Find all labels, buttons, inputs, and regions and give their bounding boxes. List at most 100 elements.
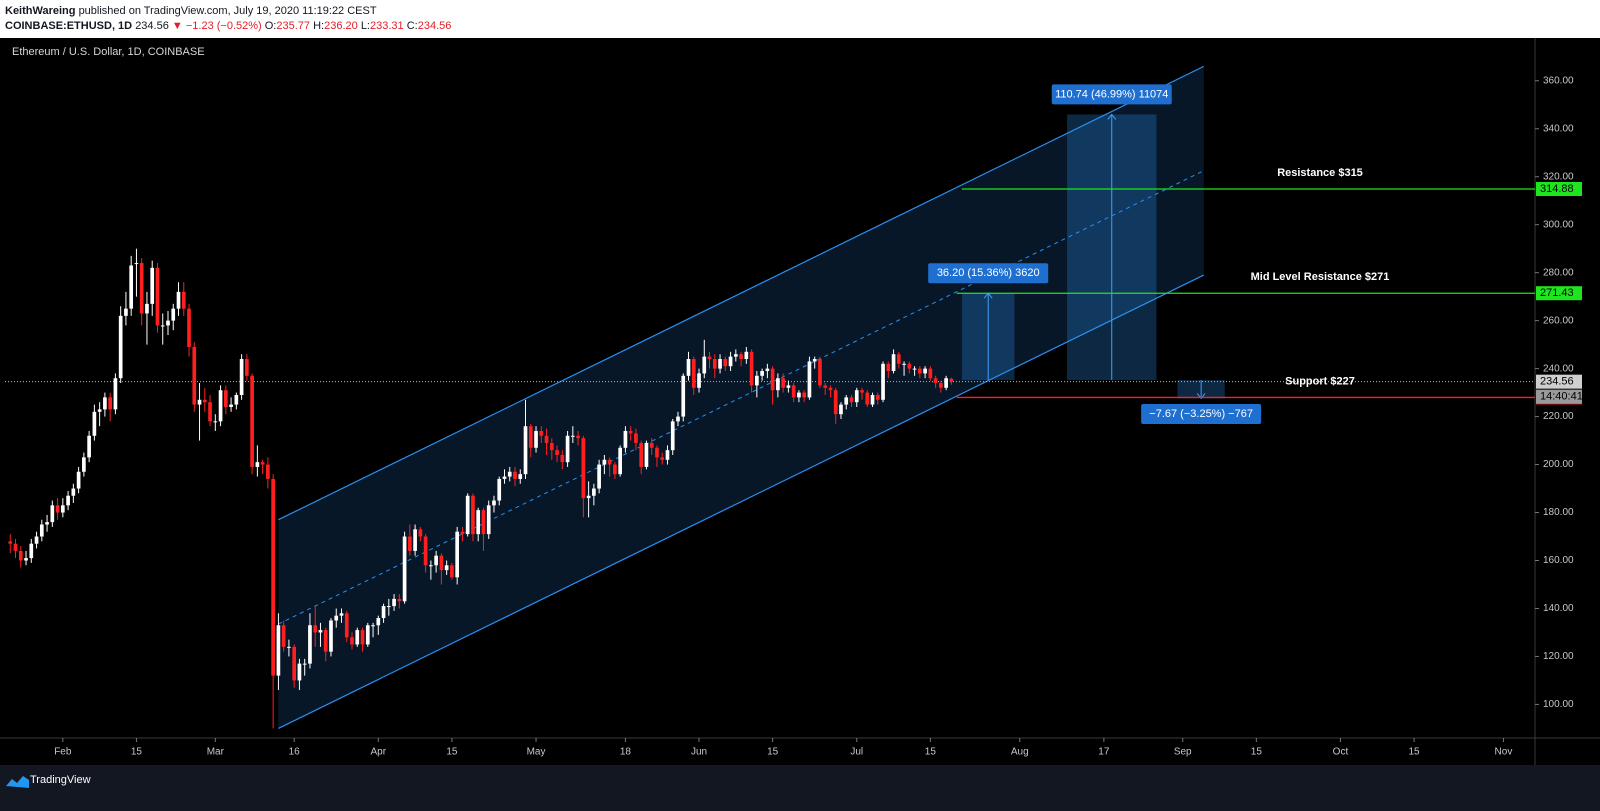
change: ▼ −1.23 (−0.52%)	[172, 20, 262, 32]
x-tick-label: Jul	[850, 747, 863, 758]
candle-body	[276, 625, 281, 676]
candle-body	[923, 368, 927, 374]
candle-body	[613, 464, 617, 475]
candle-body	[439, 555, 444, 571]
candle-body	[749, 351, 754, 386]
last-price-tag: 234.56	[1540, 376, 1574, 388]
l-value: 233.31	[370, 20, 404, 32]
candle-body	[949, 378, 954, 382]
h-value: 236.20	[324, 20, 358, 32]
candle-body	[187, 308, 191, 348]
candle-body	[13, 543, 18, 551]
l-label: L:	[361, 20, 370, 32]
candle-body	[313, 625, 318, 633]
candle-body	[939, 383, 943, 388]
candle-body	[150, 267, 155, 304]
candle-body	[139, 263, 144, 314]
candle-body	[576, 435, 580, 439]
candle-body	[744, 351, 749, 360]
brand: TradingView	[30, 774, 91, 786]
candle-body	[634, 433, 638, 443]
measure-label-bg	[1141, 404, 1262, 425]
candle-body	[886, 363, 891, 372]
candle-body	[718, 359, 722, 369]
candle-body	[896, 354, 901, 364]
candle-body	[160, 325, 165, 327]
candle-body	[29, 543, 34, 559]
measure-label: −7.67 (−3.25%) −767	[1149, 408, 1253, 420]
candle-body	[229, 404, 233, 407]
candle-body	[376, 618, 381, 626]
candle-body	[539, 430, 544, 436]
candle-body	[355, 630, 360, 645]
candle-body	[339, 613, 344, 616]
candle-body	[192, 347, 197, 405]
candle-body	[765, 368, 770, 372]
candle-body	[644, 442, 649, 467]
candle-body	[350, 637, 354, 645]
candle-body	[776, 378, 780, 391]
countdown-tag: 14:40:41	[1540, 391, 1583, 403]
candle-body	[392, 598, 396, 607]
candle-body	[723, 359, 728, 367]
candle-body	[24, 558, 28, 561]
measure-arrow-head	[1196, 393, 1206, 400]
x-tick-label: 15	[767, 747, 779, 758]
x-tick-label: Sep	[1174, 747, 1192, 758]
candle-body	[697, 373, 701, 388]
candle-body	[928, 368, 933, 379]
candle-body	[181, 291, 186, 309]
y-tick-label: 220.00	[1543, 411, 1574, 422]
candle-body	[450, 565, 454, 578]
candle-body	[812, 359, 817, 362]
candle-body	[8, 541, 13, 544]
x-tick-label: 15	[1409, 747, 1421, 758]
x-tick-label: May	[527, 747, 546, 758]
candle-body	[907, 363, 912, 369]
candle-body	[728, 356, 733, 367]
candle-body	[471, 495, 475, 535]
footer-bg	[0, 765, 1600, 811]
candle-body	[628, 430, 633, 434]
candle-body	[92, 411, 97, 436]
candle-body	[712, 359, 717, 369]
candle-body	[560, 454, 565, 463]
o-label: O:	[265, 20, 277, 32]
candle-body	[881, 363, 885, 400]
candle-body	[397, 598, 402, 602]
candle-body	[534, 430, 538, 448]
candle-body	[103, 397, 107, 410]
candle-body	[245, 359, 249, 376]
candle-body	[849, 397, 854, 403]
candle-body	[55, 505, 60, 513]
candle-body	[565, 435, 570, 463]
candle-body	[681, 375, 686, 417]
candle-body	[386, 606, 391, 608]
last: 234.56	[135, 20, 169, 32]
candle-body	[344, 613, 349, 638]
x-tick-label: 15	[925, 747, 937, 758]
candle-body	[902, 363, 906, 365]
candle-body	[423, 536, 428, 566]
level-annotation: Support $227	[1285, 375, 1355, 387]
candle-body	[444, 565, 449, 571]
x-tick-label: Feb	[54, 747, 72, 758]
candle-body	[828, 387, 833, 391]
candle-body	[402, 536, 407, 602]
candle-body	[823, 385, 828, 388]
candle-body	[755, 375, 759, 386]
candle-body	[586, 495, 591, 499]
logo-icon	[6, 776, 29, 788]
header-bg	[0, 0, 1600, 38]
candle-body	[665, 450, 670, 460]
candle-body	[82, 457, 86, 472]
candle-body	[223, 390, 228, 407]
candle-body	[108, 397, 112, 410]
candle-body	[912, 368, 917, 370]
candle-body	[97, 409, 102, 412]
candle-body	[655, 447, 659, 458]
candle-body	[649, 442, 654, 448]
candle-body	[360, 630, 365, 645]
candle-body	[255, 462, 260, 467]
